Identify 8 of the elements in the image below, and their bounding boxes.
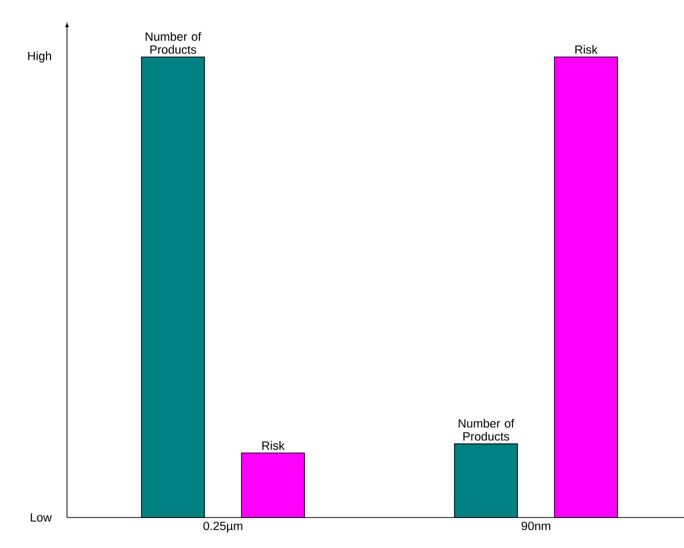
series-label: Number of Products: [146, 32, 202, 54]
text: Low: [30, 513, 52, 522]
x-tick-label: 90nm: [522, 522, 550, 530]
x-tick-label: 0.25µm: [203, 522, 242, 533]
text: Number of Products: [458, 418, 514, 441]
text: Risk: [575, 45, 598, 54]
series-label: Risk: [262, 441, 285, 450]
text: High: [28, 51, 52, 63]
